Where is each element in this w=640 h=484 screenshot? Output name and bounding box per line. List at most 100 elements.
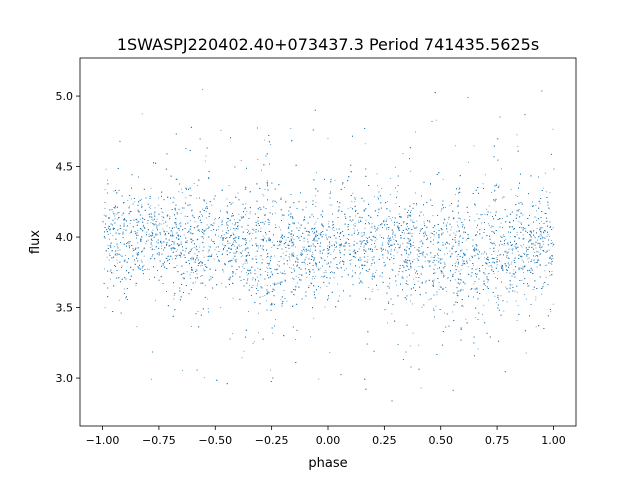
data-point xyxy=(177,254,179,256)
data-point xyxy=(172,196,174,198)
data-point xyxy=(552,257,554,259)
data-point xyxy=(333,250,335,252)
data-point xyxy=(409,215,410,217)
data-point xyxy=(360,259,362,261)
data-point xyxy=(229,279,231,281)
data-point xyxy=(513,269,515,271)
data-point xyxy=(535,299,537,301)
data-point xyxy=(227,233,229,234)
data-point xyxy=(270,285,271,287)
data-point xyxy=(150,205,152,207)
data-point xyxy=(462,259,464,261)
data-point xyxy=(190,258,192,260)
data-point xyxy=(215,246,217,248)
data-point xyxy=(311,228,312,230)
data-point xyxy=(280,229,282,231)
data-point xyxy=(469,259,471,261)
data-point xyxy=(541,220,542,222)
data-point xyxy=(309,234,311,236)
data-point xyxy=(502,266,503,267)
data-point xyxy=(531,259,532,261)
data-point xyxy=(491,254,493,255)
data-point xyxy=(295,288,297,290)
data-point xyxy=(152,229,154,231)
data-point xyxy=(446,291,448,292)
data-point xyxy=(137,211,139,212)
data-point xyxy=(191,248,193,249)
data-point xyxy=(355,257,357,258)
data-point xyxy=(240,216,242,218)
data-point xyxy=(432,284,434,286)
data-point xyxy=(166,216,168,217)
data-point xyxy=(411,233,413,235)
data-point xyxy=(218,235,220,237)
data-point xyxy=(161,248,162,250)
data-point xyxy=(199,246,201,248)
data-point xyxy=(435,119,437,121)
data-point xyxy=(327,138,329,140)
data-point xyxy=(468,258,470,260)
data-point xyxy=(405,270,407,271)
data-point xyxy=(156,225,158,226)
data-point xyxy=(397,243,398,245)
data-point xyxy=(497,255,498,256)
data-point xyxy=(119,249,121,251)
data-point xyxy=(171,244,172,245)
data-point xyxy=(535,326,537,328)
data-point xyxy=(161,211,163,213)
data-point xyxy=(143,255,145,257)
data-point xyxy=(477,348,479,350)
data-point xyxy=(403,232,405,234)
data-point xyxy=(440,259,442,261)
data-point xyxy=(409,345,411,347)
data-point xyxy=(413,242,414,244)
data-point xyxy=(241,357,243,359)
data-point xyxy=(206,202,208,204)
data-point xyxy=(107,179,108,181)
data-point xyxy=(494,277,496,278)
data-point xyxy=(371,257,373,259)
data-point xyxy=(390,219,392,221)
data-point xyxy=(333,277,335,279)
data-point xyxy=(478,254,480,255)
data-point xyxy=(480,253,482,255)
data-point xyxy=(210,276,212,278)
data-point xyxy=(494,258,496,260)
data-point xyxy=(539,233,541,235)
data-point xyxy=(540,231,542,233)
data-point xyxy=(393,255,395,257)
data-point xyxy=(331,204,333,206)
data-point xyxy=(539,202,541,204)
data-point xyxy=(180,254,182,255)
data-point xyxy=(506,251,508,253)
data-point xyxy=(537,239,538,241)
data-point xyxy=(370,239,372,240)
data-point xyxy=(220,130,222,131)
data-point xyxy=(446,222,448,224)
data-point xyxy=(268,220,270,221)
data-point xyxy=(415,131,416,133)
data-point xyxy=(423,214,424,216)
data-point xyxy=(176,265,178,267)
data-point xyxy=(506,272,508,273)
data-point xyxy=(410,170,412,172)
data-point xyxy=(191,326,192,327)
data-point xyxy=(232,333,234,335)
data-point xyxy=(469,216,471,217)
data-point xyxy=(354,199,356,201)
data-point xyxy=(371,291,373,293)
data-point xyxy=(292,237,294,239)
data-point xyxy=(487,273,489,275)
data-point xyxy=(113,190,115,192)
data-point xyxy=(484,174,486,176)
data-point xyxy=(360,246,362,247)
data-point xyxy=(186,240,188,241)
data-point xyxy=(453,232,455,234)
data-point xyxy=(544,270,546,272)
data-point xyxy=(201,265,203,266)
data-point xyxy=(289,259,291,261)
data-point xyxy=(172,227,174,229)
data-point xyxy=(534,236,535,238)
data-point xyxy=(145,243,147,245)
